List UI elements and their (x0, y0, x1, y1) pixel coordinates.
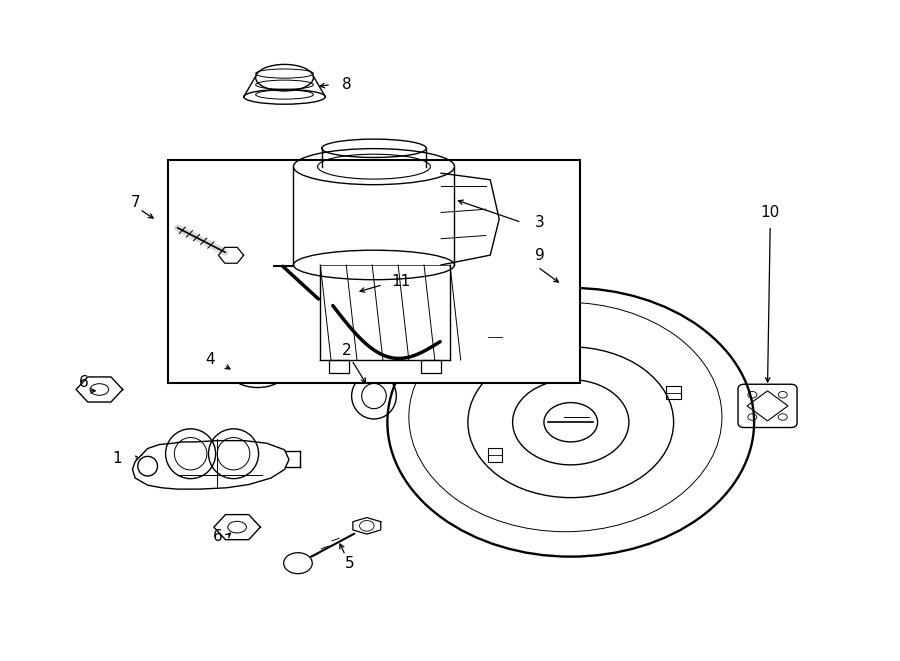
Text: 1: 1 (112, 451, 122, 466)
Text: 7: 7 (130, 195, 140, 210)
Polygon shape (132, 441, 289, 489)
Bar (329, 360, 349, 373)
Bar (421, 360, 441, 373)
Text: 11: 11 (392, 274, 410, 289)
Text: 4: 4 (205, 352, 215, 368)
Bar (667, 386, 680, 399)
Text: 5: 5 (345, 556, 355, 570)
Bar (488, 330, 502, 344)
Polygon shape (353, 518, 381, 534)
Text: 2: 2 (342, 342, 352, 358)
Bar (168, 160, 580, 383)
Text: 6: 6 (212, 529, 222, 545)
Text: 3: 3 (535, 215, 544, 230)
Text: 10: 10 (760, 205, 779, 220)
Bar (488, 448, 502, 461)
Text: 9: 9 (535, 248, 544, 262)
Text: 6: 6 (78, 375, 88, 391)
Text: 8: 8 (342, 77, 352, 92)
